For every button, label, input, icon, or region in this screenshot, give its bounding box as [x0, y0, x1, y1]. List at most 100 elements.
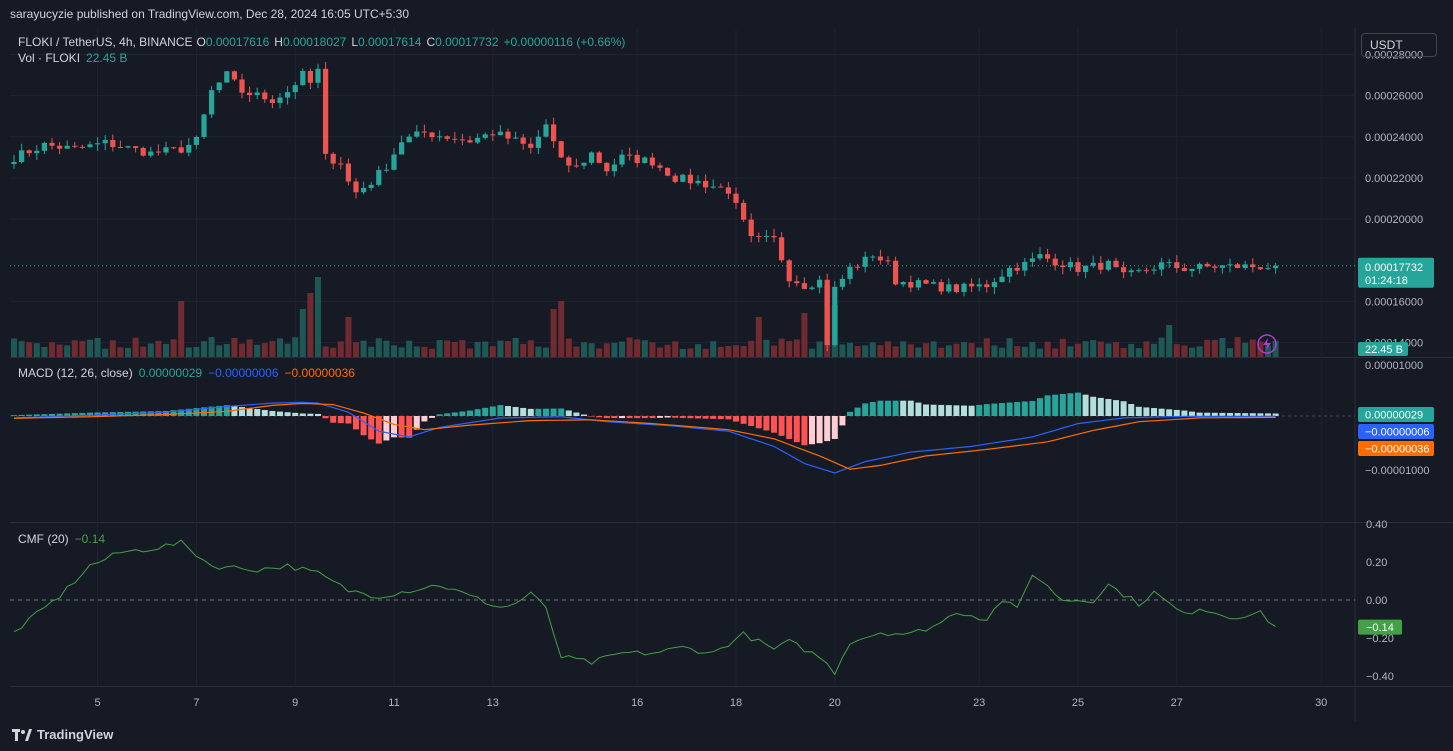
candle-body	[163, 147, 169, 153]
volume-bar	[626, 337, 633, 357]
candle-body	[178, 147, 184, 153]
candle-body	[756, 236, 762, 238]
candle-body	[64, 145, 70, 149]
volume-bar	[299, 309, 306, 357]
macd-histogram-bar	[353, 416, 359, 430]
volume-bar	[413, 346, 420, 357]
candle-body	[239, 79, 245, 93]
tradingview-logo[interactable]: TradingView	[12, 727, 113, 742]
candle-body	[999, 276, 1005, 283]
volume-bar	[231, 337, 238, 357]
candle-body	[1197, 263, 1203, 269]
ohlc-value: 0.00017732	[435, 35, 499, 49]
volume-bar	[87, 339, 93, 357]
macd-histogram-bar	[771, 416, 777, 433]
macd-legend-label: MACD (12, 26, close)	[18, 366, 133, 380]
volume-bar	[360, 340, 367, 357]
candle-body	[862, 256, 868, 267]
candle-body	[809, 287, 815, 289]
macd-histogram-bar	[231, 406, 238, 416]
currency-selector-button[interactable]: USDT	[1361, 33, 1437, 57]
macd-histogram-bar	[1059, 393, 1066, 416]
macd-value-badge	[1358, 424, 1434, 439]
candle-body	[1105, 260, 1111, 270]
volume-bar	[930, 341, 937, 357]
volume-bar	[398, 347, 405, 357]
volume-bar	[223, 344, 230, 357]
volume-bar	[497, 340, 504, 357]
macd-histogram-bar	[208, 406, 215, 416]
volume-bar	[961, 342, 967, 357]
candle-body	[376, 170, 382, 185]
volume-bar	[558, 301, 565, 357]
macd-histogram-bar	[1211, 412, 1218, 416]
candle-body	[733, 193, 739, 203]
candle-body	[1143, 270, 1149, 272]
candle-body	[345, 163, 351, 182]
volume-bar	[687, 348, 694, 357]
cmf-tick-label: −0.40	[1366, 671, 1394, 683]
volume-bar	[49, 342, 55, 357]
candle-body	[330, 153, 336, 164]
macd-histogram-bar	[816, 416, 823, 444]
candle-body	[452, 138, 458, 140]
candle-body	[1219, 265, 1225, 268]
macd-histogram-bar	[451, 412, 458, 416]
volume-bar	[292, 337, 299, 357]
candle-body	[11, 161, 17, 165]
candle-body	[1136, 270, 1142, 272]
ohlc-label: L	[351, 35, 358, 49]
candle-body	[1083, 265, 1089, 272]
candle-body	[893, 260, 899, 285]
volume-bar	[429, 348, 435, 357]
volume-bar	[1006, 338, 1013, 357]
volume-bar	[793, 339, 800, 357]
candle-body	[513, 137, 519, 139]
volume-bar	[474, 342, 481, 357]
candle-body	[383, 169, 389, 171]
candle-body	[391, 154, 397, 170]
volume-bar	[353, 342, 359, 357]
macd-histogram-bar	[1029, 400, 1036, 416]
lightning-icon	[1257, 334, 1277, 354]
candle-body	[102, 140, 108, 144]
volume-bar	[983, 338, 990, 357]
time-tick-label: 16	[631, 697, 643, 709]
macd-histogram-bar	[26, 414, 33, 416]
macd-histogram-bar	[824, 416, 831, 442]
candle-body	[725, 187, 731, 194]
time-tick-label: 25	[1072, 697, 1084, 709]
macd-histogram-bar	[1052, 394, 1059, 416]
macd-histogram-bar	[18, 414, 25, 416]
macd-histogram-bar	[1272, 413, 1279, 416]
macd-histogram-bar	[269, 410, 276, 416]
candle-body	[1181, 268, 1187, 271]
macd-histogram-bar	[968, 405, 975, 416]
candle-body	[133, 146, 139, 148]
candle-body	[201, 114, 207, 137]
macd-histogram-bar	[170, 410, 177, 416]
macd-histogram-bar	[664, 416, 671, 418]
macd-histogram-bar	[1151, 408, 1157, 416]
candle-body	[915, 280, 921, 288]
candle-body	[1265, 268, 1271, 270]
volume-bar	[862, 345, 869, 357]
macd-histogram-bar	[786, 416, 793, 439]
macd-histogram-bar	[641, 416, 648, 419]
candle-body	[771, 235, 777, 238]
macd-histogram-bar	[489, 406, 496, 416]
candle-body	[558, 141, 564, 158]
macd-histogram-bar	[155, 411, 162, 416]
volume-bar	[1090, 340, 1097, 357]
macd-line-value: −0.00000006	[208, 366, 279, 380]
macd-histogram-bar	[869, 402, 876, 416]
macd-histogram-bar	[1181, 410, 1188, 416]
volume-bar	[725, 346, 732, 357]
macd-histogram-bar	[535, 408, 542, 416]
macd-histogram-bar	[64, 413, 71, 416]
volume-bar	[847, 342, 853, 357]
volume-legend-value: 22.45 B	[86, 51, 127, 65]
time-tick-label: 18	[730, 697, 742, 709]
macd-histogram-bar	[436, 414, 443, 416]
